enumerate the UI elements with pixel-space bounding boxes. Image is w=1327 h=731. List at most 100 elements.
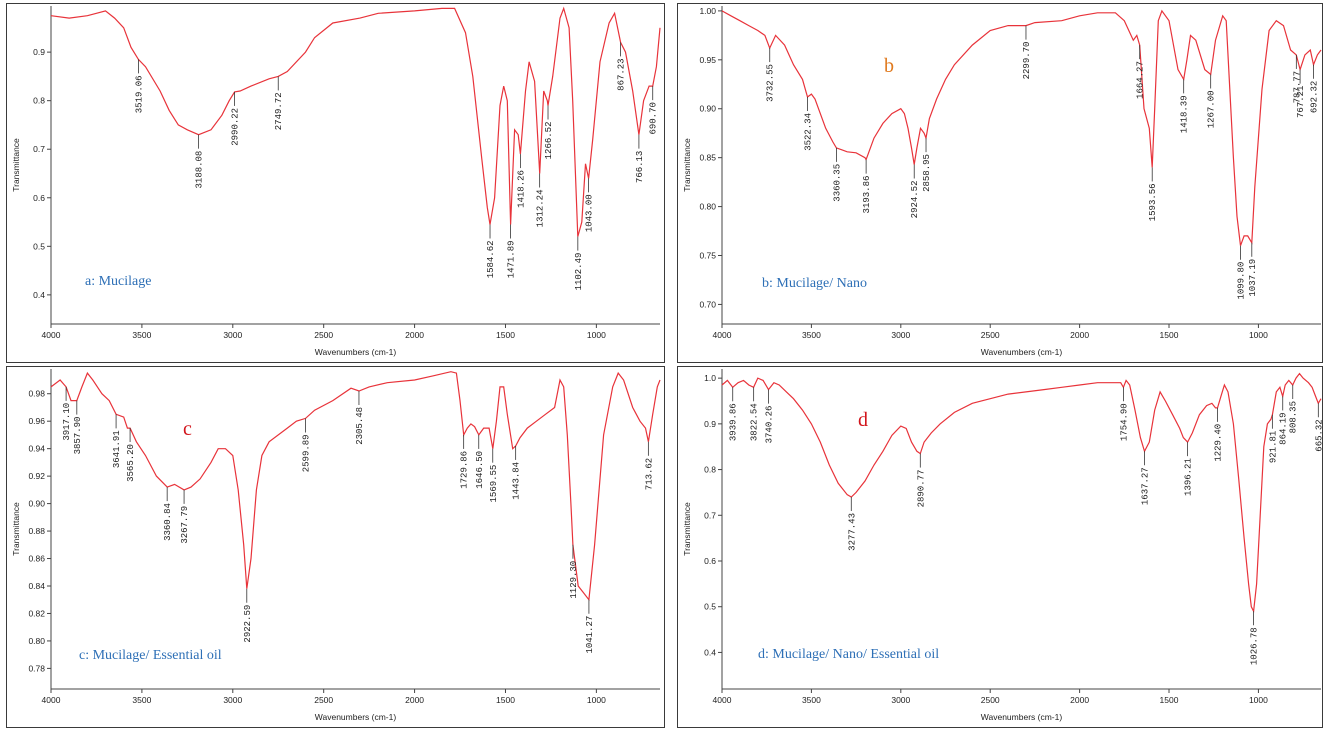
peak-label: 1267.00 bbox=[1207, 90, 1217, 128]
peak-label: 3193.86 bbox=[862, 176, 872, 214]
y-tick-label: 0.88 bbox=[28, 526, 45, 536]
peak-label: 3360.84 bbox=[163, 503, 173, 541]
y-tick-label: 0.4 bbox=[33, 290, 45, 300]
peak-label: 2924.52 bbox=[910, 181, 920, 219]
y-tick-label: 0.95 bbox=[699, 55, 716, 65]
peak-label: 1754.90 bbox=[1119, 403, 1129, 441]
x-tick-label: 3000 bbox=[223, 330, 242, 340]
peak-label: 1396.21 bbox=[1184, 458, 1194, 496]
y-axis-label: Transmittance bbox=[682, 502, 692, 556]
x-tick-label: 1000 bbox=[1249, 330, 1268, 340]
peak-label: 2305.48 bbox=[355, 407, 365, 445]
peak-label: 921.81 bbox=[1268, 431, 1278, 463]
x-tick-label: 3500 bbox=[802, 330, 821, 340]
peak-label: 2749.72 bbox=[274, 92, 284, 130]
peak-label: 2922.59 bbox=[243, 605, 253, 643]
y-tick-label: 0.84 bbox=[28, 581, 45, 591]
peak-label: 867.23 bbox=[617, 58, 627, 90]
y-tick-label: 0.90 bbox=[699, 104, 716, 114]
chart-svg-c: 4000 3500 3000 2500 2000 1500 1000 0.98 0.96 0.94… bbox=[11, 369, 661, 722]
panel-label: b: Mucilage/ Nano bbox=[762, 276, 867, 291]
y-tick-label: 0.96 bbox=[28, 416, 45, 426]
x-tick-label: 2000 bbox=[1070, 330, 1089, 340]
spectrum-line bbox=[50, 371, 661, 602]
x-tick-label: 1000 bbox=[587, 695, 606, 705]
x-tick-label: 2500 bbox=[981, 695, 1000, 705]
peak-label: 3277.43 bbox=[847, 513, 857, 551]
x-tick-label: 4000 bbox=[42, 330, 61, 340]
peak-label: 1129.30 bbox=[569, 561, 579, 599]
x-tick-label: 1000 bbox=[1249, 695, 1268, 705]
peak-label: 2990.22 bbox=[231, 108, 241, 146]
peak-label: 1593.56 bbox=[1148, 183, 1158, 221]
y-tick-label: 0.80 bbox=[28, 636, 45, 646]
y-tick-label: 0.90 bbox=[28, 499, 45, 509]
x-tick-label: 3500 bbox=[802, 695, 821, 705]
peak-label: 1418.39 bbox=[1180, 95, 1190, 133]
panel-letter: d bbox=[858, 409, 868, 431]
x-tick-label: 3000 bbox=[891, 695, 910, 705]
peak-label: 1043.00 bbox=[585, 194, 595, 232]
chart-svg-a: 4000 3500 3000 2500 2000 1500 1000 0.9 0.8 0.7 0.6… bbox=[11, 6, 661, 357]
y-tick-label: 0.8 bbox=[33, 96, 45, 106]
x-axis-label: Wavenumbers (cm-1) bbox=[315, 347, 397, 357]
peak-label: 2890.77 bbox=[916, 470, 926, 508]
peak-label: 1646.50 bbox=[475, 451, 485, 489]
peak-label: 864.19 bbox=[1279, 412, 1289, 444]
peak-label: 3857.90 bbox=[73, 417, 83, 455]
y-tick-label: 0.70 bbox=[699, 299, 716, 309]
y-tick-label: 1.0 bbox=[704, 373, 716, 383]
peak-label: 1729.86 bbox=[460, 451, 470, 489]
peak-label: 1037.19 bbox=[1248, 259, 1258, 297]
x-tick-label: 4000 bbox=[42, 695, 61, 705]
y-tick-label: 0.80 bbox=[699, 202, 716, 212]
peak-label: 766.13 bbox=[635, 151, 645, 183]
x-tick-label: 2000 bbox=[405, 330, 424, 340]
x-tick-label: 1500 bbox=[496, 695, 515, 705]
peak-label: 692.32 bbox=[1309, 81, 1319, 113]
y-tick-label: 0.82 bbox=[28, 608, 45, 618]
y-tick-label: 0.4 bbox=[704, 647, 716, 657]
y-tick-label: 0.5 bbox=[704, 602, 716, 612]
peak-label: 1664.27 bbox=[1136, 61, 1146, 99]
spectrum-line bbox=[50, 6, 661, 237]
panel-label: a: Mucilage bbox=[85, 274, 151, 289]
peak-label: 3917.10 bbox=[62, 403, 72, 441]
x-tick-label: 3000 bbox=[891, 330, 910, 340]
peak-label: 3188.08 bbox=[195, 151, 205, 189]
peak-label: 2299.70 bbox=[1022, 42, 1032, 80]
peak-label: 1569.55 bbox=[489, 465, 499, 503]
panel-label: c: Mucilage/ Essential oil bbox=[79, 648, 222, 663]
peak-label: 1443.84 bbox=[512, 462, 522, 500]
peak-label: 1471.89 bbox=[507, 240, 517, 278]
chart-panel-c: 4000 3500 3000 2500 2000 1500 1000 0.98 0.96 0.94… bbox=[6, 366, 665, 728]
peak-label: 787.77 bbox=[1292, 71, 1302, 103]
peak-label: 1026.78 bbox=[1250, 627, 1260, 665]
chart-panel-a: 4000 3500 3000 2500 2000 1500 1000 0.9 0.8 0.7 0.6… bbox=[6, 3, 665, 363]
peak-label: 767.21 bbox=[1296, 86, 1306, 118]
y-axis-label: Transmittance bbox=[11, 502, 21, 556]
y-tick-label: 0.9 bbox=[704, 419, 716, 429]
peak-label: 1229.40 bbox=[1213, 424, 1223, 462]
peak-label: 1102.49 bbox=[574, 253, 584, 291]
peak-label: 690.70 bbox=[649, 102, 659, 134]
peak-label: 1099.80 bbox=[1237, 262, 1247, 300]
y-tick-label: 0.85 bbox=[699, 153, 716, 163]
y-tick-label: 0.94 bbox=[28, 444, 45, 454]
x-tick-label: 3500 bbox=[132, 330, 151, 340]
y-tick-label: 0.6 bbox=[704, 556, 716, 566]
chart-panel-d: 4000 3500 3000 2500 2000 1500 1000 1.0 0.9 0.8 0.7… bbox=[677, 366, 1324, 728]
peak-label: 3519.06 bbox=[134, 75, 144, 113]
peak-label: 1041.27 bbox=[585, 616, 595, 654]
x-tick-label: 1500 bbox=[1160, 330, 1179, 340]
y-tick-label: 1.00 bbox=[699, 6, 716, 16]
x-tick-label: 3000 bbox=[223, 695, 242, 705]
x-tick-label: 1500 bbox=[1160, 695, 1179, 705]
peak-label: 2599.89 bbox=[302, 434, 312, 472]
y-tick-label: 0.8 bbox=[704, 465, 716, 475]
peak-label: 665.32 bbox=[1314, 419, 1324, 451]
peak-label: 808.35 bbox=[1289, 401, 1299, 433]
peak-label: 1418.26 bbox=[516, 170, 526, 208]
peak-label: 3740.26 bbox=[764, 406, 774, 444]
y-tick-label: 0.78 bbox=[28, 663, 45, 673]
